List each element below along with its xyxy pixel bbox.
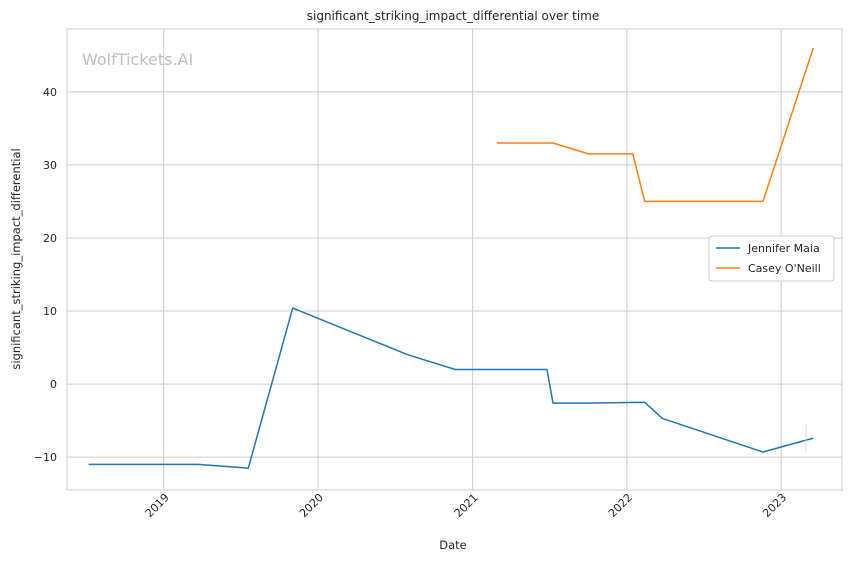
x-gridlines [163,29,782,490]
y-tick-label-30: 30 [43,159,57,172]
y-tick-label-0: 0 [50,378,57,391]
y-axis-label: significant_striking_impact_differential [9,148,23,369]
plot-frame [66,28,843,491]
legend-label-jennifer-maia: Jennifer Maia [747,242,820,255]
legend: Jennifer Maia Casey O'Neill [708,235,835,282]
series-line-casey-o-neill [496,47,815,203]
y-tick-label-20: 20 [43,232,57,245]
watermark: WolfTickets.AI [82,50,193,69]
y-tick-label-10: 10 [43,305,57,318]
x-axis-label: Date [439,538,467,552]
y-tick-label-minus-10: −10 [34,451,57,464]
legend-label-casey-oneill: Casey O'Neill [748,262,821,275]
series-layer [88,47,815,469]
y-tick-label-40: 40 [43,86,57,99]
legend-box [708,235,835,282]
y-tick-labels: −10 0 10 20 30 40 [34,86,57,464]
chart-title: significant_striking_impact_differential… [307,9,599,23]
series-line-jennifer-maia [88,307,814,469]
